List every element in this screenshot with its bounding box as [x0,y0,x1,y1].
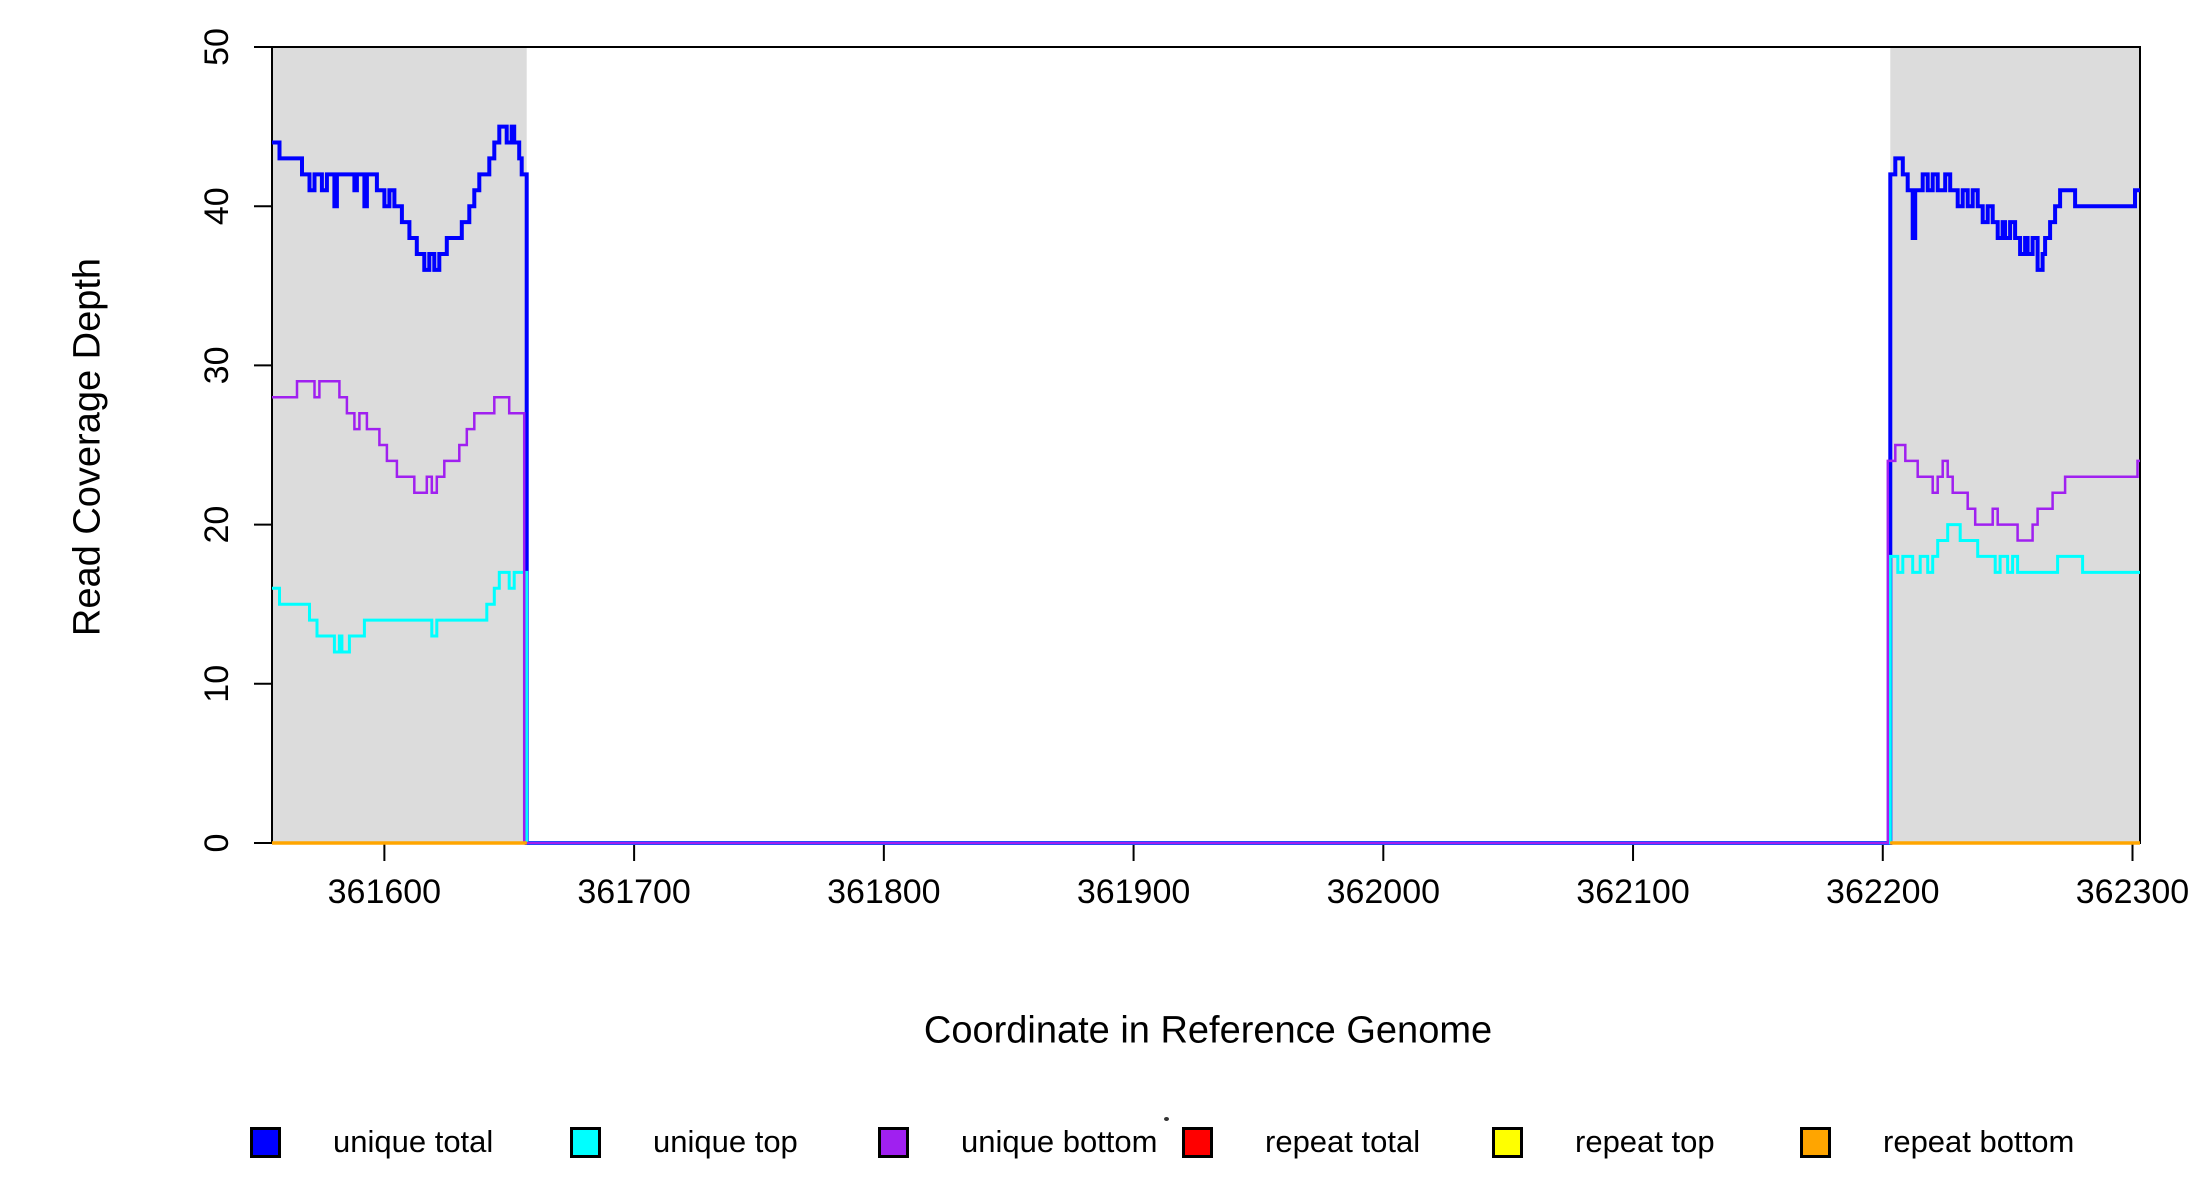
x-tick-label: 361800 [827,873,940,911]
legend-swatch-unique-bottom [878,1126,909,1158]
x-tick-label: 361600 [328,873,441,911]
legend-item-unique-top: unique top [570,1126,798,1158]
legend-swatch-unique-top [570,1126,601,1158]
series-unique-bottom [272,380,2140,845]
legend-swatch-repeat-bottom [1800,1126,1831,1158]
x-tick-label: 362100 [1576,873,1689,911]
legend-item-repeat-bottom: repeat bottom [1800,1126,2074,1158]
legend-swatch-repeat-top [1492,1126,1523,1158]
y-tick-label: 50 [198,28,236,66]
legend-item-unique-bottom: unique bottom [878,1126,1157,1158]
x-tick-label: 362300 [2076,873,2189,911]
legend-label: unique total [333,1124,494,1159]
series-unique-top [272,523,2140,845]
x-tick-label: 361700 [577,873,690,911]
y-tick-label: 40 [198,187,236,225]
x-tick-label: 362200 [1826,873,1939,911]
legend-label: repeat total [1265,1124,1421,1159]
y-tick-label: 10 [198,665,236,703]
series-unique-total [272,124,2140,845]
legend-label: repeat bottom [1883,1124,2075,1159]
legend-label: unique bottom [961,1124,1158,1159]
legend-label: unique top [653,1124,798,1159]
legend-item-repeat-total: repeat total [1182,1126,1420,1158]
stray-dot [1164,1117,1169,1121]
y-tick-label: 30 [198,346,236,384]
legend-item-unique-total: unique total [250,1126,493,1158]
plot-box [271,46,2141,844]
legend-item-repeat-top: repeat top [1492,1126,1715,1158]
legend-label: repeat top [1575,1124,1715,1159]
x-tick-label: 362000 [1327,873,1440,911]
legend: unique total unique top unique bottom repea… [0,1126,2200,1158]
y-axis-title: Read Coverage Depth [66,257,109,637]
legend-swatch-repeat-total [1182,1126,1213,1158]
x-axis-title: Coordinate in Reference Genome [923,1009,1493,1052]
shaded-region [1890,47,2140,843]
y-tick-label: 0 [198,834,236,853]
x-tick-label: 361900 [1077,873,1190,911]
legend-swatch-unique-total [250,1126,281,1158]
y-tick-label: 20 [198,506,236,544]
